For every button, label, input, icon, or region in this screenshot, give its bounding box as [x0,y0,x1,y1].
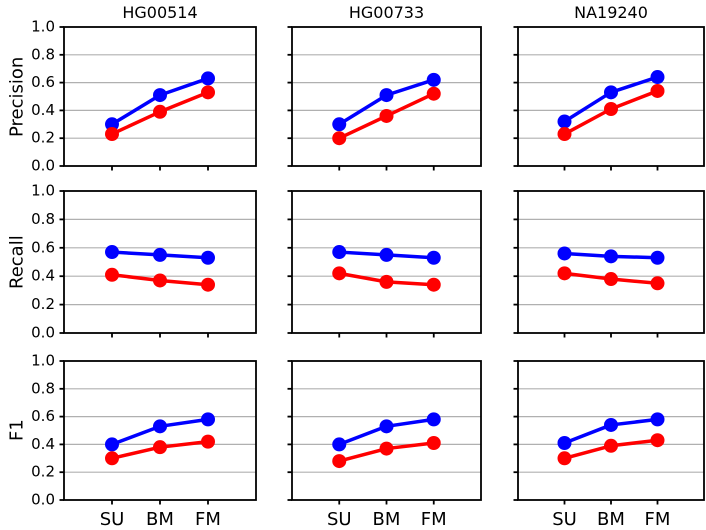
x-tick-label: BM [146,509,174,530]
y-tick-label: 0.6 [31,238,55,256]
x-tick-label: SU [100,509,125,530]
subplot-precision-hg00514: 0.0 0.2 0.4 0.6 0.8 1.0 [31,18,257,175]
x-tick-label: BM [597,509,625,530]
y-axis-label-f1: F1 [6,419,28,442]
red-marker-SU [332,131,347,146]
blue-marker-BM [153,247,167,262]
red-marker-BM [153,273,167,288]
y-tick-label: 0.6 [31,407,55,425]
y-tick-label: 0.4 [31,267,55,285]
x-tick-label: SU [552,509,577,530]
blue-marker-FM [426,72,441,87]
red-marker-FM [650,83,665,98]
y-tick-label: 0.4 [31,435,55,453]
blue-marker-BM [153,88,167,103]
blue-marker-BM [379,247,394,262]
blue-marker-BM [604,417,618,432]
subplot-recall-hg00514: 0.0 0.2 0.4 0.6 0.8 1.0 [31,182,257,342]
column-title-hg00514: HG00514 [122,3,198,22]
subplot-precision-hg00733 [287,26,482,171]
subplot-f1-hg00733: SU BM FM [287,360,482,530]
red-marker-FM [201,434,215,449]
blue-marker-SU [332,245,347,260]
subplot-f1-hg00514: 0.0 0.2 0.4 0.6 0.8 1.0 SU BM FM [31,352,257,530]
red-marker-FM [650,276,665,291]
x-tick-label: BM [373,509,401,530]
y-tick-label: 0.2 [31,463,55,481]
red-marker-FM [426,436,441,451]
subplot-recall-hg00733 [287,190,482,338]
blue-marker-FM [201,250,215,265]
y-tick-label: 0.6 [31,73,55,91]
blue-marker-SU [105,437,119,452]
red-marker-SU [105,267,119,282]
red-marker-SU [105,127,119,142]
x-tick-label: FM [421,509,447,530]
x-tick-label: SU [327,509,352,530]
y-axis-label-recall: Recall [6,235,28,289]
red-marker-FM [650,433,665,448]
blue-marker-BM [379,419,394,434]
blue-marker-FM [201,412,215,427]
y-axis-label-precision: Precision [6,56,28,137]
red-marker-FM [426,277,441,292]
red-marker-BM [153,440,167,455]
y-tick-label: 1.0 [31,352,55,370]
subplot-precision-na19240 [513,26,705,171]
x-tick-label: FM [195,509,221,530]
red-marker-SU [332,266,347,281]
blue-marker-SU [105,245,119,260]
blue-marker-FM [650,70,665,85]
y-tick-label: 0.8 [31,45,55,63]
red-marker-SU [557,266,572,281]
subplot-f1-na19240: SU BM FM [513,360,705,530]
red-marker-BM [379,441,394,456]
blue-marker-FM [201,71,215,86]
blue-marker-FM [426,250,441,265]
red-marker-BM [604,438,618,453]
blue-marker-BM [604,85,618,100]
red-marker-BM [379,274,394,289]
y-tick-label: 0.4 [31,101,55,119]
blue-marker-SU [557,114,572,129]
column-title-na19240: NA19240 [574,3,648,22]
blue-marker-FM [650,412,665,427]
blue-marker-BM [153,419,167,434]
y-tick-label: 0.0 [31,157,55,175]
red-marker-BM [379,108,394,123]
red-marker-BM [604,102,618,117]
red-marker-FM [201,277,215,292]
y-tick-label: 0.2 [31,295,55,313]
subplot-recall-na19240 [513,190,705,338]
red-marker-FM [201,85,215,100]
y-tick-label: 0.8 [31,379,55,397]
red-marker-SU [105,451,119,466]
plot-background [64,191,256,333]
y-tick-label: 0.0 [31,491,55,509]
red-marker-SU [332,454,347,469]
red-marker-BM [153,104,167,119]
blue-marker-BM [604,249,618,264]
red-marker-BM [604,272,618,287]
blue-marker-SU [105,117,119,132]
blue-marker-SU [332,437,347,452]
blue-marker-SU [557,436,572,451]
blue-marker-FM [650,250,665,265]
red-marker-FM [426,86,441,101]
x-tick-label: FM [645,509,671,530]
red-marker-SU [557,451,572,466]
red-marker-SU [557,127,572,142]
y-tick-label: 1.0 [31,182,55,200]
blue-marker-FM [426,412,441,427]
blue-marker-SU [332,117,347,132]
plot-background [292,191,481,333]
y-tick-label: 0.0 [31,324,55,342]
blue-marker-BM [379,88,394,103]
y-tick-label: 0.8 [31,210,55,228]
blue-marker-SU [557,246,572,261]
y-tick-label: 1.0 [31,18,55,36]
y-tick-label: 0.2 [31,129,55,147]
column-title-hg00733: HG00733 [348,3,425,22]
